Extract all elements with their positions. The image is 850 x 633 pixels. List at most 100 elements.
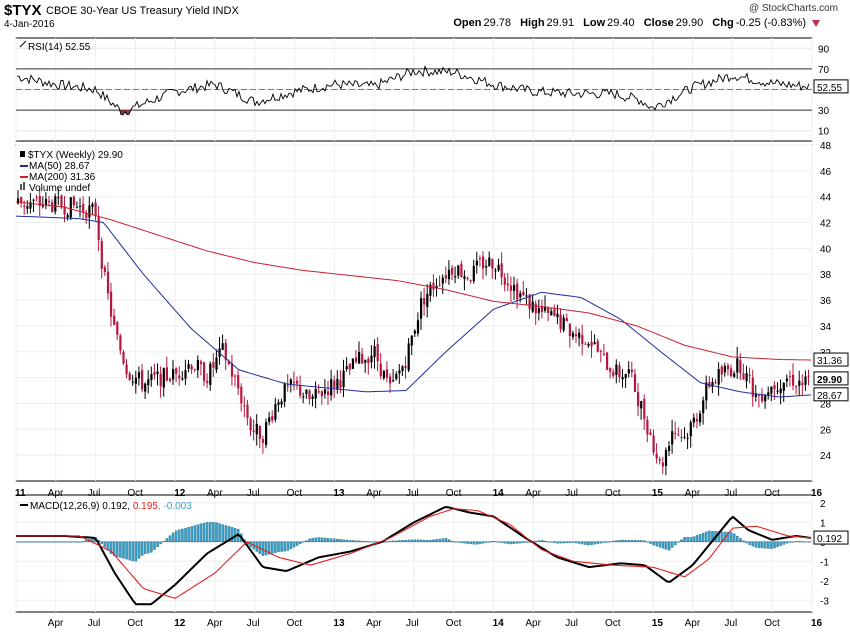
macd-histogram-bar [224,525,228,542]
macd-histogram-bar [770,541,773,549]
price-bar-body [748,374,751,376]
macd-histogram-bar [568,541,572,543]
macd-histogram-bar [798,541,801,543]
macd-x-tick-label: Apr [366,618,382,629]
price-x-tick-label: Jul [88,488,101,499]
macd-histogram-bar [686,536,689,542]
price-bar-body [649,432,652,435]
macd-x-tick-label: 15 [652,618,664,629]
price-bar-body [798,380,801,386]
macd-x-tick-label: Oct [127,618,143,629]
macd-x-tick-label: Apr [207,618,223,629]
macd-histogram-bar [140,541,144,556]
price-bar-body [491,259,494,269]
macd-histogram-bar [395,540,398,542]
macd-histogram-bar [674,541,677,546]
price-bar-body [299,385,302,396]
macd-histogram-bar [497,541,500,543]
price-bar-body [261,439,265,443]
quote-bar: Open 29.78 High 29.91 Low 29.40 Close 29.90 … [453,17,812,29]
price-bar-body [519,293,522,298]
macd-histogram-bar [367,541,370,543]
macd-x-tick-label: Apr [685,618,701,629]
macd-histogram-bar [599,541,603,544]
macd-histogram-bar [537,540,541,542]
macd-histogram-bar [612,540,615,542]
price-bar-body [323,389,327,394]
macd-histogram-bar [776,541,779,547]
macd-histogram-bar [47,541,51,543]
high-label: High [520,17,545,29]
price-bar-body [618,365,621,378]
macd-histogram-bar [478,541,482,545]
macd-histogram-bar [748,541,751,546]
price-bar-body [286,385,289,387]
price-bar-body [364,359,367,363]
macd-histogram-bar [494,541,497,543]
price-bar-body [379,363,382,377]
low-value: 29.40 [607,17,635,29]
macd-histogram-bar [410,539,414,542]
macd-histogram-bar [522,541,525,543]
macd-histogram-bar [171,532,175,542]
price-bar-body [190,365,193,370]
price-bar-body [655,453,658,459]
price-bar-body [723,365,726,373]
macd-histogram-bar [475,541,479,545]
macd-histogram-bar [41,541,45,543]
price-bar-body [367,358,370,364]
price-bar-body [212,362,215,368]
price-bar-body [234,375,237,377]
macd-histogram-bar [460,541,463,543]
price-bar-body [277,402,280,405]
macd-histogram-bar [742,540,745,542]
price-bar-body [432,282,435,290]
price-bar-body [199,361,203,365]
macd-histogram-bar [193,525,197,542]
macd-histogram-bar [779,541,782,546]
brand-watermark[interactable]: @ StockCharts.com [748,3,838,14]
macd-histogram-bar [565,541,569,544]
price-bar-body [398,370,401,374]
chart-date: 4-Jan-2016 [4,19,55,30]
price-bar-body [556,313,559,318]
macd-histogram-bar [227,526,231,542]
macd-x-tick-label: Jul [565,618,578,629]
price-bar-body [69,197,72,218]
macd-histogram-bar [698,534,702,542]
price-bar-body [392,380,395,382]
price-bar-body [578,332,581,339]
macd-histogram-bar [488,541,491,543]
price-bar-body [488,257,491,267]
price-bar-body [361,353,364,364]
price-bar-body [41,205,44,207]
macd-histogram-bar [760,541,764,549]
macd-histogram-bar [156,541,159,547]
price-bar-body [289,379,292,385]
macd-histogram-bar [218,523,221,542]
price-bar-body [711,382,714,387]
macd-histogram-bar [153,541,156,550]
macd-histogram-bar [636,540,640,542]
price-bar-body [187,363,190,369]
price-bar-body [103,267,106,272]
macd-x-tick-label: Oct [764,618,780,629]
macd-histogram-bar [788,541,792,543]
price-bar-body [246,404,249,419]
macd-histogram-bar [426,539,429,542]
macd-histogram-bar [729,532,733,542]
price-bar-body [339,380,342,388]
price-bar-body [454,276,457,278]
price-bar-body [125,364,128,375]
price-bar-body [773,385,776,390]
price-bar-body [630,369,633,373]
rsi-label: RSI(14) 52.55 [28,42,91,53]
price-bar-body [302,396,305,398]
price-bar-body [702,400,705,414]
macd-tick-label: 1 [820,518,826,529]
macd-histogram-bar [342,539,345,542]
macd-histogram-bar [584,541,587,545]
macd-histogram-bar [143,541,147,555]
price-bar-body [85,213,88,218]
